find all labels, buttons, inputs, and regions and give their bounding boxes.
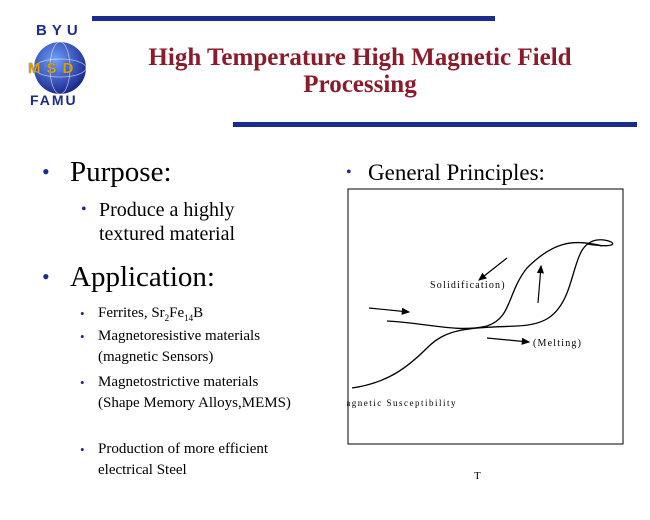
logo-text-byu: BYU (36, 22, 83, 39)
x-axis-label: T (474, 470, 481, 482)
logo-text-msd: MSD (28, 60, 80, 77)
purpose-item-text: Produce a highly textured material (99, 199, 236, 245)
arrow-right-upper (368, 307, 411, 315)
arrow-right-lower (486, 337, 531, 345)
bullet-dot-icon: • (80, 375, 85, 390)
bullet-dot-icon: • (80, 442, 85, 457)
general-principles-heading-text: General Principles: (368, 160, 545, 185)
application-item: • Production of more efficient electrica… (80, 439, 298, 481)
bullet-dot-icon: • (42, 159, 50, 184)
general-principles-heading: • General Principles: (346, 160, 545, 186)
application-item: • Ferrites, Sr2Fe14B (80, 303, 298, 329)
bullet-dot-icon: • (80, 306, 85, 321)
application-item-text: Production of more efficient electrical … (98, 441, 269, 478)
bottom-accent-bar (233, 122, 637, 127)
melting-curve (351, 239, 614, 389)
application-item-text: Magnetostrictive materials (Shape Memory… (98, 374, 291, 411)
application-item: • Magnetoresistive materials (magnetic S… (80, 326, 298, 368)
application-item-text-ferrites: Ferrites, Sr2Fe14B (98, 305, 204, 323)
melting-label: (Melting) (533, 338, 582, 349)
solidification-label: Solidification) (430, 280, 506, 291)
purpose-heading: • Purpose: (42, 156, 172, 188)
application-item: • Magnetostrictive materials (Shape Memo… (80, 372, 298, 414)
application-heading-text: Application: (70, 261, 215, 293)
y-axis-label: X Magnetic Susceptibility (347, 398, 457, 408)
top-accent-bar (92, 16, 495, 21)
bullet-dot-icon: • (80, 329, 85, 344)
arrow-down-left (478, 257, 508, 281)
logo-globe-icon (33, 41, 87, 95)
arrow-up (536, 264, 545, 304)
bullet-dot-icon: • (81, 201, 87, 218)
application-heading: • Application: (42, 261, 215, 293)
application-item-text: Magnetoresistive materials (magnetic Sen… (98, 328, 261, 365)
byu-msd-famu-logo: BYU MSD FAMU (22, 22, 98, 112)
solidification-curve (386, 241, 603, 330)
bullet-dot-icon: • (346, 164, 352, 181)
hysteresis-diagram: Solidification) (Melting) X Magnetic Sus… (347, 188, 624, 445)
slide-title: High Temperature High Magnetic Field Pro… (148, 44, 572, 98)
purpose-item: • Produce a highly textured material (81, 198, 279, 246)
logo-text-famu: FAMU (30, 92, 78, 108)
bullet-dot-icon: • (42, 264, 50, 289)
purpose-heading-text: Purpose: (70, 156, 172, 188)
diagram-frame (347, 188, 624, 445)
